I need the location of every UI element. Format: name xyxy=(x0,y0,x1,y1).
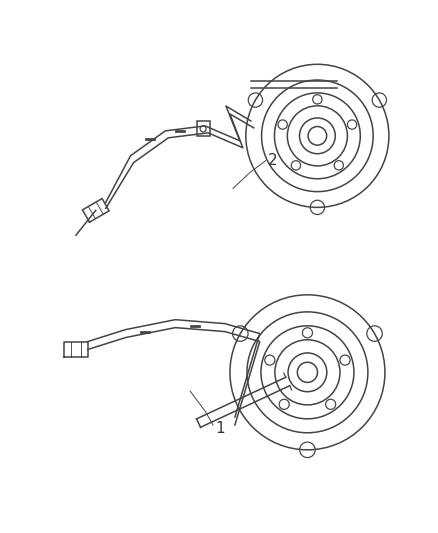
Bar xyxy=(197,122,209,136)
Text: 1: 1 xyxy=(215,422,225,437)
Text: 2: 2 xyxy=(268,153,277,168)
